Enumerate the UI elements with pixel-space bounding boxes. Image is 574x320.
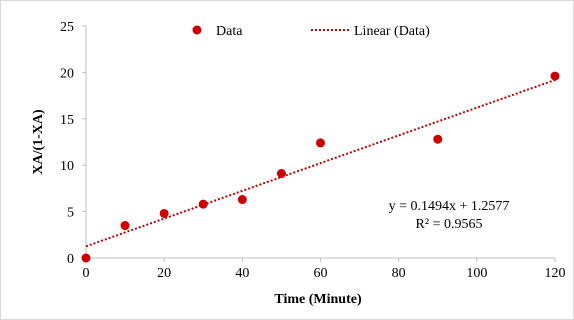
- y-tick-marks: [82, 25, 86, 259]
- x-tick-label: 0: [83, 266, 90, 281]
- data-point: [237, 195, 247, 205]
- data-point: [316, 138, 325, 148]
- y-tick-label: 20: [60, 66, 74, 81]
- x-tick-labels: 0 20 40 60 80 100 120: [83, 266, 566, 281]
- legend-label-data: Data: [216, 24, 243, 39]
- y-tick-label: 10: [60, 159, 74, 174]
- legend: Data Linear (Data): [192, 24, 430, 39]
- x-tick-label: 80: [392, 266, 406, 281]
- y-tick-label: 0: [67, 252, 74, 267]
- data-point: [81, 253, 91, 263]
- data-point: [276, 169, 286, 179]
- data-point: [198, 199, 208, 209]
- y-tick-label: 25: [60, 20, 74, 35]
- x-tick-label: 20: [157, 266, 171, 281]
- data-point: [159, 208, 169, 218]
- x-tick-label: 40: [235, 266, 249, 281]
- y-tick-label: 15: [60, 113, 74, 128]
- legend-label-trendline: Linear (Data): [354, 24, 430, 39]
- y-tick-labels: 0 5 10 15 20 25: [60, 20, 74, 267]
- x-tick-marks: [85, 258, 556, 262]
- trendline: [85, 79, 556, 248]
- data-point: [550, 71, 560, 81]
- x-tick-label: 100: [466, 266, 487, 281]
- data-points: [81, 71, 560, 263]
- legend-marker-data: [192, 25, 202, 35]
- x-tick-label: 120: [545, 266, 566, 281]
- r-squared: R² = 0.9565: [416, 217, 483, 232]
- x-axis-title: Time (Minute): [274, 292, 362, 307]
- y-tick-label: 5: [67, 206, 74, 221]
- x-tick-label: 60: [314, 266, 328, 281]
- trendline-equation: y = 0.1494x + 1.2577: [389, 199, 510, 214]
- data-point: [433, 134, 443, 144]
- data-point: [120, 221, 130, 231]
- y-axis-title: XA/(1-XA): [31, 109, 46, 175]
